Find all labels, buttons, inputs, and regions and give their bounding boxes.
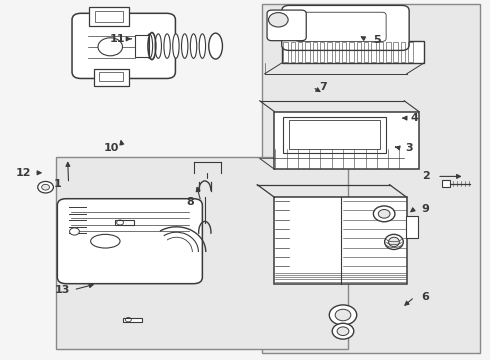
Circle shape	[373, 206, 395, 222]
Text: 9: 9	[421, 204, 429, 214]
Bar	[335, 42, 339, 62]
Ellipse shape	[146, 34, 153, 58]
Circle shape	[337, 327, 349, 336]
Bar	[291, 42, 295, 62]
Bar	[274, 112, 419, 169]
Bar	[274, 197, 407, 284]
Text: 8: 8	[186, 197, 194, 207]
Bar	[282, 41, 424, 63]
Ellipse shape	[209, 33, 222, 59]
FancyBboxPatch shape	[267, 10, 306, 41]
Bar	[283, 117, 386, 153]
Bar	[115, 220, 134, 225]
Circle shape	[332, 323, 354, 339]
Circle shape	[335, 309, 351, 321]
Ellipse shape	[385, 234, 403, 249]
Bar	[289, 120, 380, 149]
Text: 12: 12	[16, 168, 31, 178]
Bar	[342, 42, 346, 62]
Text: 7: 7	[319, 82, 327, 92]
FancyBboxPatch shape	[282, 5, 409, 50]
Bar	[283, 42, 288, 62]
Bar	[305, 42, 310, 62]
Bar	[379, 42, 383, 62]
Text: 11: 11	[110, 34, 125, 44]
Circle shape	[70, 228, 79, 235]
Bar	[327, 42, 332, 62]
Circle shape	[98, 38, 122, 56]
Bar	[298, 42, 302, 62]
Bar	[401, 42, 405, 62]
Bar	[56, 157, 348, 349]
Ellipse shape	[155, 34, 162, 58]
Ellipse shape	[164, 34, 171, 58]
Text: 1: 1	[54, 179, 62, 189]
Text: 6: 6	[421, 292, 429, 302]
Bar	[349, 42, 354, 62]
Ellipse shape	[181, 34, 188, 58]
Text: 3: 3	[405, 143, 413, 153]
FancyBboxPatch shape	[94, 69, 129, 86]
Circle shape	[38, 181, 53, 193]
Bar	[406, 216, 418, 238]
Bar	[95, 11, 123, 22]
Text: 10: 10	[104, 143, 120, 153]
Circle shape	[329, 305, 357, 325]
Text: 13: 13	[55, 285, 71, 295]
Text: 2: 2	[422, 171, 430, 181]
Bar	[386, 42, 391, 62]
Ellipse shape	[172, 34, 179, 58]
Bar	[364, 42, 368, 62]
Bar	[313, 42, 317, 62]
Bar	[357, 42, 361, 62]
Bar	[262, 4, 480, 353]
Ellipse shape	[199, 34, 206, 58]
Circle shape	[378, 210, 390, 218]
FancyBboxPatch shape	[57, 199, 202, 284]
Bar	[123, 318, 142, 322]
Bar	[371, 42, 376, 62]
Bar	[320, 42, 324, 62]
Bar	[135, 35, 149, 57]
Ellipse shape	[190, 34, 197, 58]
Circle shape	[269, 13, 288, 27]
Text: 4: 4	[410, 113, 418, 123]
Bar	[99, 72, 123, 81]
Circle shape	[42, 184, 49, 190]
Bar	[442, 180, 450, 187]
FancyBboxPatch shape	[89, 7, 129, 26]
Text: 5: 5	[373, 35, 381, 45]
Bar	[408, 42, 413, 62]
Ellipse shape	[389, 237, 399, 247]
FancyBboxPatch shape	[72, 13, 175, 78]
Bar	[393, 42, 398, 62]
